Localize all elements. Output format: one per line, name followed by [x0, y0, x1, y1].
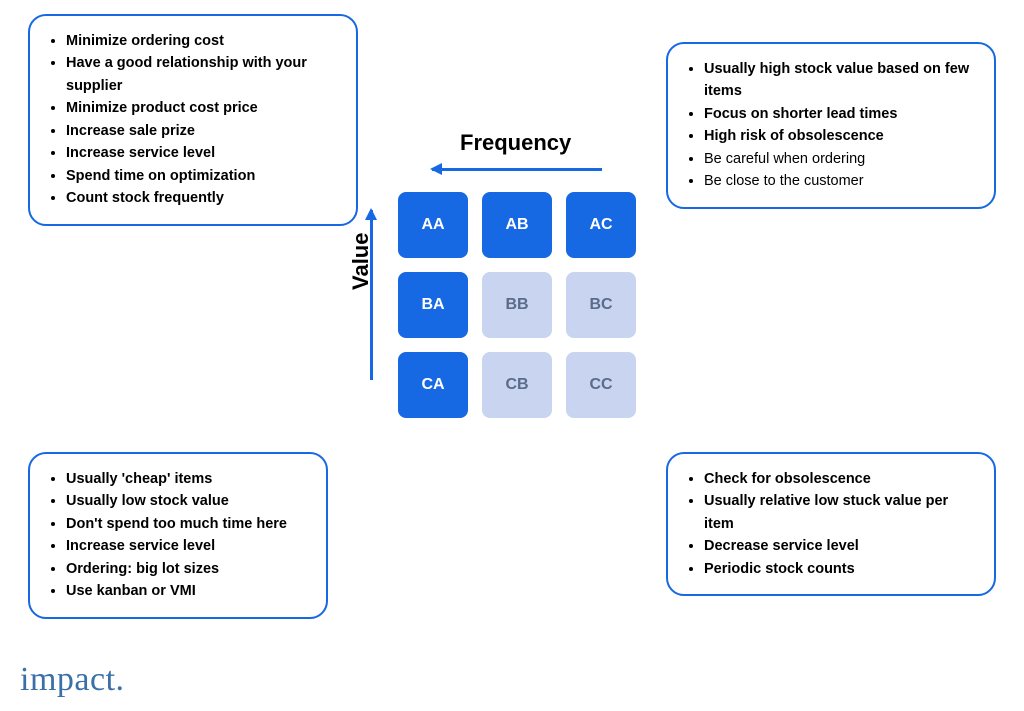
- info-list-item: High risk of obsolescence: [704, 125, 976, 147]
- y-axis-arrow: [370, 210, 373, 380]
- info-list: Minimize ordering costHave a good relati…: [44, 30, 338, 210]
- info-list-item: Use kanban or VMI: [66, 580, 308, 602]
- matrix-cell-aa: AA: [398, 192, 468, 258]
- info-list: Usually 'cheap' itemsUsually low stock v…: [44, 468, 308, 603]
- x-axis-arrow: [432, 168, 602, 171]
- info-list-item: Increase sale prize: [66, 120, 338, 142]
- info-box-bottom-left: Usually 'cheap' itemsUsually low stock v…: [28, 452, 328, 619]
- info-list-item: Be close to the customer: [704, 170, 976, 192]
- info-list-item: Usually 'cheap' items: [66, 468, 308, 490]
- info-box-top-left: Minimize ordering costHave a good relati…: [28, 14, 358, 226]
- matrix-cell-ac: AC: [566, 192, 636, 258]
- info-list-item: Periodic stock counts: [704, 558, 976, 580]
- matrix-cell-ca: CA: [398, 352, 468, 418]
- info-box-top-right: Usually high stock value based on few it…: [666, 42, 996, 209]
- info-list-item: Usually relative low stuck value per ite…: [704, 490, 976, 535]
- info-list: Usually high stock value based on few it…: [682, 58, 976, 193]
- x-axis-label: Frequency: [460, 130, 571, 156]
- info-box-bottom-right: Check for obsolescenceUsually relative l…: [666, 452, 996, 596]
- info-list-item: Increase service level: [66, 535, 308, 557]
- info-list-item: Usually low stock value: [66, 490, 308, 512]
- matrix-cell-ab: AB: [482, 192, 552, 258]
- info-list-item: Increase service level: [66, 142, 338, 164]
- info-list-item: Decrease service level: [704, 535, 976, 557]
- matrix-cell-cb: CB: [482, 352, 552, 418]
- info-list-item: Count stock frequently: [66, 187, 338, 209]
- info-list-item: Don't spend too much time here: [66, 513, 308, 535]
- matrix-cell-bb: BB: [482, 272, 552, 338]
- info-list-item: Usually high stock value based on few it…: [704, 58, 976, 103]
- info-list-item: Be careful when ordering: [704, 148, 976, 170]
- info-list-item: Minimize ordering cost: [66, 30, 338, 52]
- info-list-item: Spend time on optimization: [66, 165, 338, 187]
- matrix-cell-cc: CC: [566, 352, 636, 418]
- info-list-item: Check for obsolescence: [704, 468, 976, 490]
- classification-matrix: AAABAC BABBBC CACBCC: [398, 192, 636, 418]
- info-list-item: Have a good relationship with your suppl…: [66, 52, 338, 97]
- matrix-cell-bc: BC: [566, 272, 636, 338]
- info-list-item: Minimize product cost price: [66, 97, 338, 119]
- info-list-item: Ordering: big lot sizes: [66, 558, 308, 580]
- info-list-item: Focus on shorter lead times: [704, 103, 976, 125]
- matrix-cell-ba: BA: [398, 272, 468, 338]
- info-list: Check for obsolescenceUsually relative l…: [682, 468, 976, 580]
- brand-logo: impact.: [20, 661, 125, 699]
